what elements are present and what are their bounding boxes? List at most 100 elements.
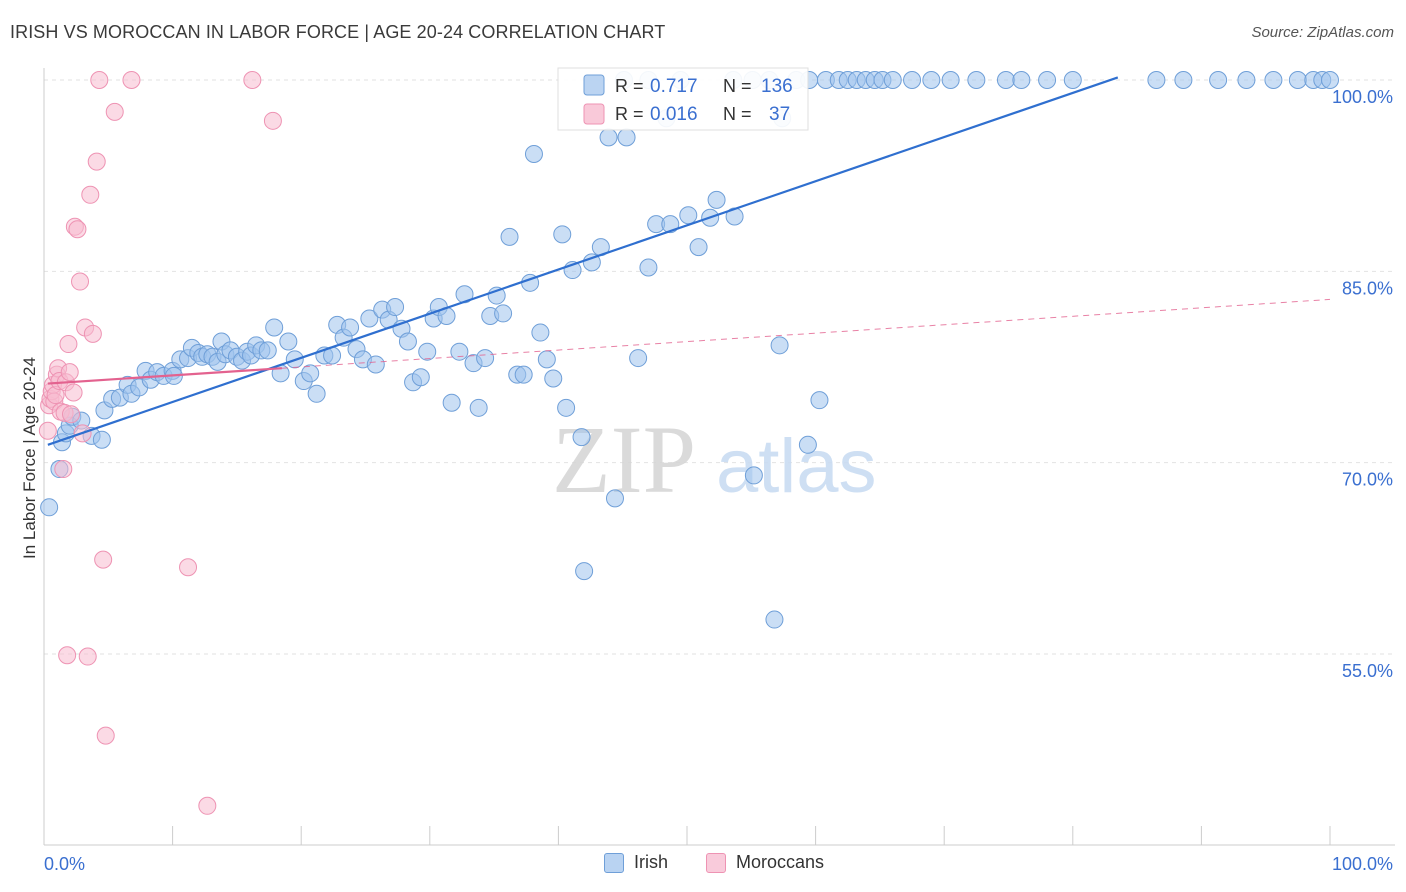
moroccan-points bbox=[38, 71, 282, 815]
moroccan-point bbox=[179, 558, 198, 577]
irish-point bbox=[40, 498, 59, 517]
irish-point bbox=[494, 304, 513, 323]
irish-point bbox=[707, 190, 726, 209]
irish-point bbox=[1237, 71, 1256, 89]
moroccan-point bbox=[198, 796, 217, 815]
moroccan-point bbox=[59, 335, 78, 354]
irish-point bbox=[1288, 71, 1307, 89]
axes bbox=[43, 68, 1395, 846]
legend-label-irish: Irish bbox=[634, 852, 669, 872]
irish-point bbox=[922, 71, 941, 89]
irish-point bbox=[265, 318, 284, 337]
irish-point bbox=[1038, 71, 1057, 89]
moroccan-point bbox=[71, 272, 90, 291]
irish-point bbox=[1264, 71, 1283, 89]
legend-swatch-irish bbox=[583, 74, 605, 96]
irish-point bbox=[476, 349, 495, 368]
irish-point bbox=[544, 369, 563, 388]
moroccan-point bbox=[58, 646, 77, 665]
irish-point bbox=[279, 332, 298, 351]
watermark-atlas: atlas bbox=[716, 424, 877, 509]
irish-point bbox=[639, 258, 658, 277]
irish-point bbox=[941, 71, 960, 89]
irish-point bbox=[92, 430, 111, 449]
irish-trend-line bbox=[47, 76, 1119, 446]
moroccan-point bbox=[105, 102, 124, 121]
moroccan-point bbox=[78, 647, 97, 666]
irish-point bbox=[1147, 71, 1166, 89]
legend-bottom: Irish Moroccans bbox=[0, 852, 1406, 876]
legend-swatch-irish-bottom bbox=[604, 852, 624, 873]
moroccan-point bbox=[60, 363, 79, 382]
irish-point bbox=[903, 71, 922, 89]
irish-point bbox=[442, 393, 461, 412]
irish-point bbox=[386, 298, 405, 317]
legend-item-irish[interactable]: Irish bbox=[604, 852, 668, 873]
irish-point bbox=[605, 489, 624, 508]
legend-swatch-moroccans-bottom bbox=[706, 852, 726, 873]
moroccan-point bbox=[64, 383, 83, 402]
irish-point bbox=[679, 206, 698, 225]
irish-point bbox=[366, 355, 385, 374]
legend-r-label-moroccans: R = bbox=[615, 104, 644, 124]
moroccan-point bbox=[94, 550, 113, 569]
irish-point bbox=[537, 350, 556, 369]
watermark-zip: ZIP bbox=[552, 406, 696, 513]
irish-point bbox=[307, 384, 326, 403]
legend-n-label-moroccans: N = bbox=[723, 104, 752, 124]
y-tick-label: 55.0% bbox=[1342, 661, 1393, 681]
y-tick-label: 70.0% bbox=[1342, 470, 1393, 490]
tick-labels: 55.0% 70.0% 85.0% 100.0% 0.0% 100.0% bbox=[44, 87, 1393, 874]
irish-point bbox=[398, 332, 417, 351]
irish-point bbox=[798, 435, 817, 454]
legend-item-moroccans[interactable]: Moroccans bbox=[706, 852, 824, 873]
moroccan-point bbox=[38, 421, 57, 440]
y-tick-label: 100.0% bbox=[1332, 87, 1393, 107]
moroccan-point bbox=[96, 726, 115, 745]
legend-n-value-moroccans: 37 bbox=[769, 104, 790, 125]
y-tick-label: 85.0% bbox=[1342, 278, 1393, 298]
irish-point bbox=[411, 368, 430, 387]
legend-label-moroccans: Moroccans bbox=[736, 852, 825, 872]
irish-point bbox=[341, 318, 360, 337]
irish-point bbox=[1321, 71, 1339, 89]
irish-point bbox=[557, 398, 576, 417]
moroccan-trend-line-solid bbox=[47, 367, 282, 385]
source-credit: Source: ZipAtlas.com bbox=[1251, 24, 1394, 41]
irish-point bbox=[524, 144, 543, 163]
irish-point bbox=[531, 323, 550, 342]
irish-point bbox=[360, 309, 379, 328]
moroccan-point bbox=[54, 460, 73, 479]
irish-point bbox=[418, 342, 437, 361]
irish-point bbox=[1012, 71, 1031, 89]
irish-point bbox=[258, 341, 277, 360]
moroccan-point bbox=[83, 324, 102, 343]
irish-point bbox=[967, 71, 986, 89]
moroccan-point bbox=[90, 71, 109, 89]
irish-point bbox=[450, 342, 469, 361]
moroccan-point bbox=[81, 185, 100, 204]
irish-point bbox=[572, 428, 591, 447]
irish-point bbox=[582, 253, 601, 272]
irish-point bbox=[1209, 71, 1228, 89]
irish-point bbox=[575, 562, 594, 581]
trend-lines bbox=[47, 76, 1331, 446]
irish-point bbox=[617, 128, 636, 147]
irish-point bbox=[553, 225, 572, 244]
irish-point bbox=[514, 365, 533, 384]
irish-point bbox=[1063, 71, 1082, 89]
moroccan-point bbox=[87, 152, 106, 171]
irish-point bbox=[500, 227, 519, 246]
irish-point bbox=[744, 466, 763, 485]
irish-point bbox=[629, 349, 648, 368]
irish-point bbox=[469, 398, 488, 417]
irish-points bbox=[40, 71, 1339, 629]
irish-point bbox=[1174, 71, 1193, 89]
legend-n-label-irish: N = bbox=[723, 76, 752, 96]
irish-point bbox=[810, 391, 829, 410]
legend-n-value-irish: 136 bbox=[761, 76, 793, 97]
moroccan-point bbox=[122, 71, 141, 89]
irish-point bbox=[661, 215, 680, 234]
irish-point bbox=[996, 71, 1015, 89]
